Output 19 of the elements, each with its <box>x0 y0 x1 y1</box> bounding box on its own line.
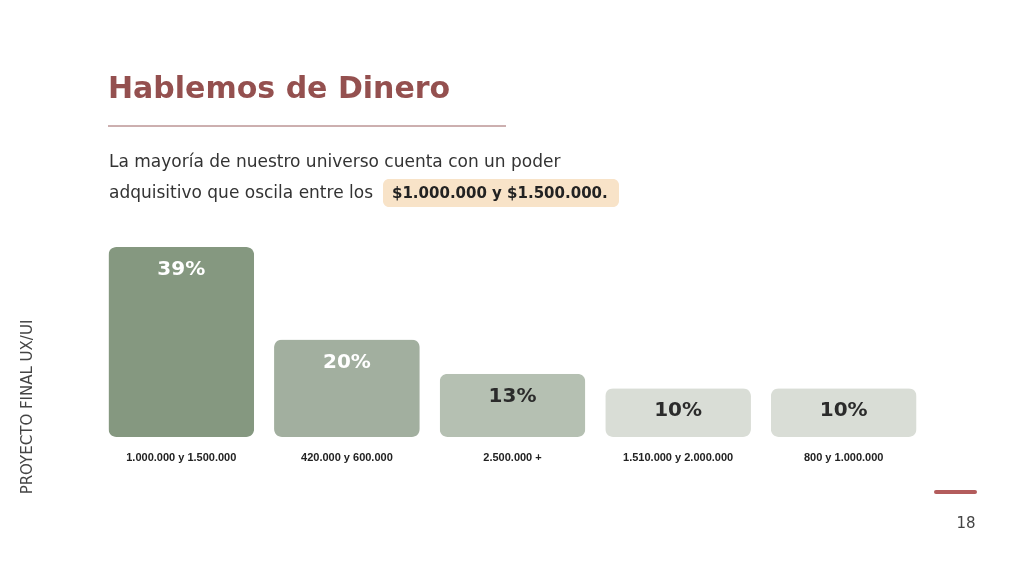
x-tick-label: 420.000 y 600.000 <box>301 450 393 463</box>
data-label: 39% <box>157 256 206 280</box>
data-label: 10% <box>654 397 703 422</box>
bar <box>108 247 255 437</box>
x-tick-label: 800 y 1.000.000 <box>803 450 884 463</box>
x-tick-label: 1.000.000 y 1.500.000 <box>126 450 237 463</box>
text: PROYECTO FINAL UX/UI <box>18 319 36 495</box>
text: 18 <box>956 514 976 532</box>
bar <box>605 388 751 437</box>
bar <box>274 339 420 437</box>
bar <box>439 373 586 437</box>
data-label: 20% <box>322 348 371 373</box>
x-tick-label: 1.510.000 y 2.000.000 <box>623 450 734 463</box>
bar <box>770 388 917 437</box>
chart-subtitle: La mayoría de nuestro universo cuenta con un poder adquisitivo que oscila entre los $1.000.000 y $1.500.000. <box>109 151 608 202</box>
chart-title: Hablemos de Dinero <box>108 70 451 105</box>
data-label: 10% <box>819 397 868 422</box>
data-label: 13% <box>488 382 537 407</box>
x-tick-label: 2.500.000 + <box>483 450 542 463</box>
